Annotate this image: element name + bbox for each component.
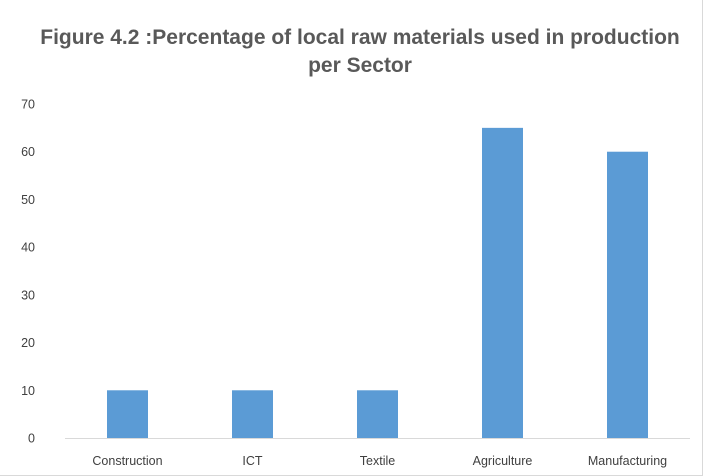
x-category-label: Manufacturing [588, 454, 667, 468]
bar-agriculture [482, 127, 523, 438]
y-tick-label: 70 [21, 98, 35, 112]
y-tick-label: 60 [21, 145, 35, 159]
bar-ict [232, 390, 273, 438]
y-tick-label: 50 [21, 193, 35, 207]
y-tick-label: 40 [21, 241, 35, 255]
bar-manufacturing [607, 151, 648, 438]
bar-construction [107, 390, 148, 438]
y-tick-label: 0 [28, 432, 35, 446]
x-category-label: Agriculture [473, 454, 533, 468]
x-category-label: Construction [92, 454, 162, 468]
y-tick-label: 10 [21, 384, 35, 398]
x-category-label: ICT [242, 454, 263, 468]
y-tick-label: 20 [21, 336, 35, 350]
y-tick-label: 30 [21, 288, 35, 302]
x-category-label: Textile [360, 454, 395, 468]
bar-textile [357, 390, 398, 438]
chart-title: Figure 4.2 :Percentage of local raw mate… [40, 26, 680, 77]
